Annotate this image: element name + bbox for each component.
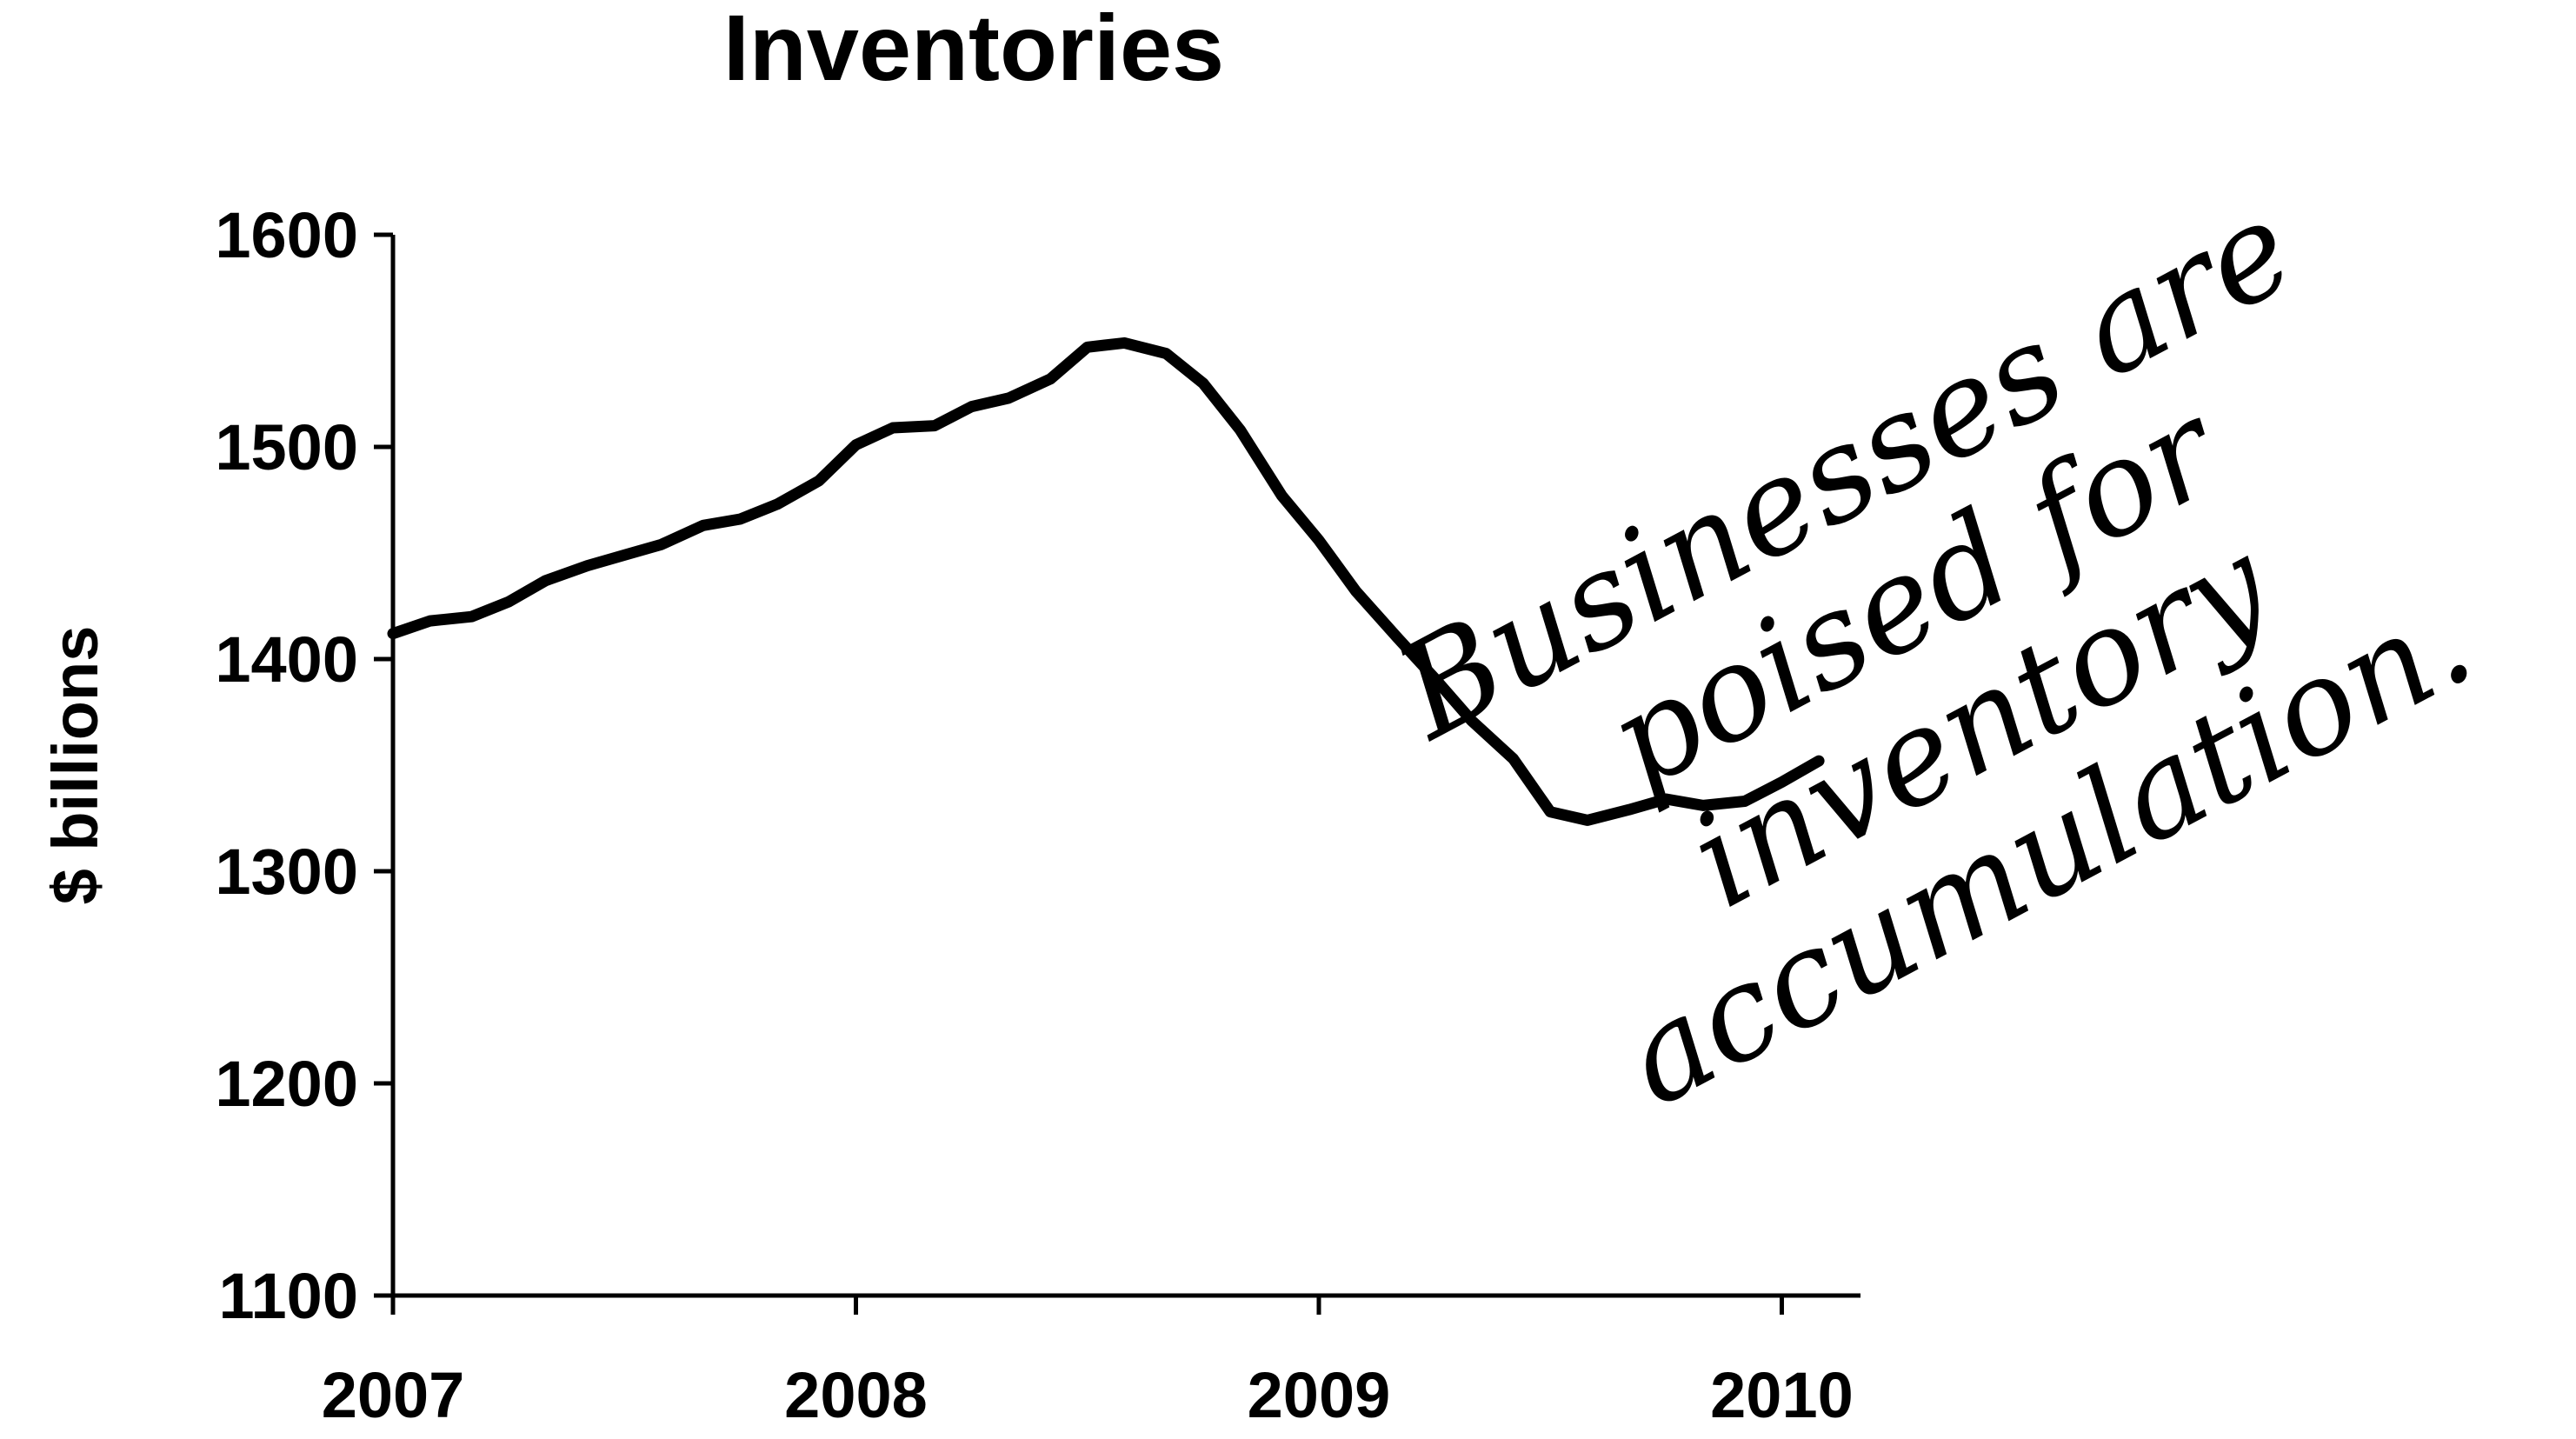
series-line-inventories	[387, 336, 1825, 826]
data-point	[968, 403, 975, 410]
x-tick-label: 2008	[784, 1359, 928, 1431]
y-tick-label: 1600	[215, 199, 358, 271]
data-point	[700, 523, 706, 529]
data-point	[1048, 376, 1054, 382]
data-point	[737, 516, 743, 522]
data-point	[469, 614, 475, 620]
data-point	[1626, 807, 1632, 813]
x-tick-label: 2010	[1710, 1359, 1854, 1431]
data-point	[542, 577, 549, 583]
data-point	[1741, 798, 1747, 804]
data-point	[1663, 796, 1669, 802]
data-point	[1432, 676, 1438, 681]
data-point	[1122, 340, 1128, 346]
handwritten-annotation: Businesses are poised for inventory accu…	[1372, 172, 2494, 1136]
y-ticks: 1100 1200 1300 1400 1500 1600	[215, 199, 393, 1332]
data-point	[506, 599, 512, 605]
y-tick-label: 1100	[218, 1260, 358, 1332]
data-point	[658, 542, 664, 548]
data-point	[890, 425, 896, 430]
series-layer	[387, 336, 1825, 826]
data-point	[775, 501, 780, 507]
data-point	[390, 630, 396, 636]
data-point	[1701, 803, 1706, 809]
axes	[390, 235, 1860, 1298]
data-point	[853, 442, 859, 448]
data-point	[1584, 817, 1590, 823]
y-tick-label: 1500	[215, 411, 358, 483]
data-point	[584, 563, 590, 569]
x-tick-label: 2007	[322, 1359, 465, 1431]
x-ticks: 2007 2008 2009 2010	[322, 1296, 1854, 1431]
x-tick-label: 2009	[1248, 1359, 1391, 1431]
data-point	[1468, 717, 1474, 723]
data-point	[1510, 756, 1516, 762]
data-point	[815, 478, 822, 483]
data-point	[1816, 758, 1822, 764]
data-point	[932, 423, 937, 429]
data-point	[1779, 779, 1785, 785]
data-point	[622, 552, 628, 558]
data-point	[1548, 809, 1554, 815]
y-tick-label: 1400	[215, 623, 358, 696]
data-point	[1279, 493, 1285, 499]
chart-title: Inventories	[723, 0, 1224, 100]
data-point	[1237, 427, 1243, 433]
y-axis-label: $ billions	[39, 626, 111, 905]
data-point	[1006, 395, 1012, 401]
y-tick-label: 1200	[215, 1048, 358, 1120]
y-tick-label: 1300	[215, 836, 358, 908]
data-point	[1084, 344, 1090, 350]
data-point	[1353, 588, 1359, 594]
data-point	[1200, 380, 1206, 386]
data-point	[1395, 635, 1401, 641]
data-point	[1316, 537, 1321, 543]
data-point	[1163, 350, 1169, 356]
data-point	[427, 618, 433, 624]
